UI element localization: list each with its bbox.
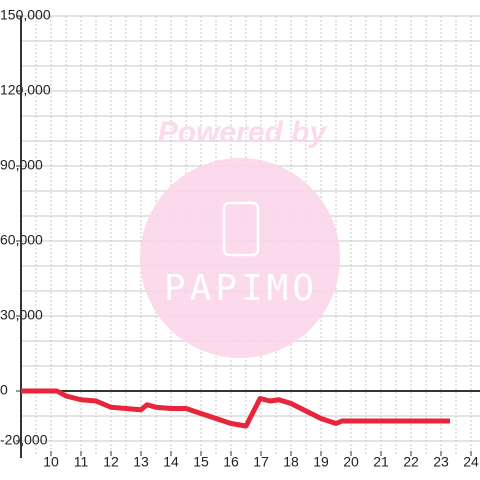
x-tick-label: 13: [133, 454, 149, 470]
x-tick-label: 11: [74, 454, 89, 470]
x-tick-label: 16: [223, 454, 239, 470]
watermark-text: Powered by: [158, 116, 328, 149]
x-tick-label: 17: [253, 454, 269, 470]
y-tick-label: -20,000: [0, 432, 48, 448]
x-tick-label: 22: [403, 454, 419, 470]
x-tick-label: 19: [313, 454, 329, 470]
x-tick-label: 24: [463, 454, 479, 470]
y-tick-label: 120,000: [0, 82, 51, 98]
x-tick-label: 12: [103, 454, 119, 470]
x-tick-label: 15: [193, 454, 209, 470]
series-line: [21, 388, 450, 429]
x-tick-label: 18: [283, 454, 299, 470]
x-tick-label: 10: [43, 454, 59, 470]
watermark-phone: [222, 201, 260, 257]
watermark: Powered by PAPIMO: [140, 116, 340, 358]
watermark-circle: [140, 158, 340, 358]
x-tick-label: 23: [433, 454, 449, 470]
y-tick-label: 0: [0, 382, 8, 398]
watermark-logo: PAPIMO: [164, 268, 318, 309]
y-tick-label: 150,000: [0, 7, 51, 23]
x-tick-label: 14: [163, 454, 179, 470]
x-tick-label: 20: [343, 454, 359, 470]
x-tick-label: 21: [373, 454, 389, 470]
